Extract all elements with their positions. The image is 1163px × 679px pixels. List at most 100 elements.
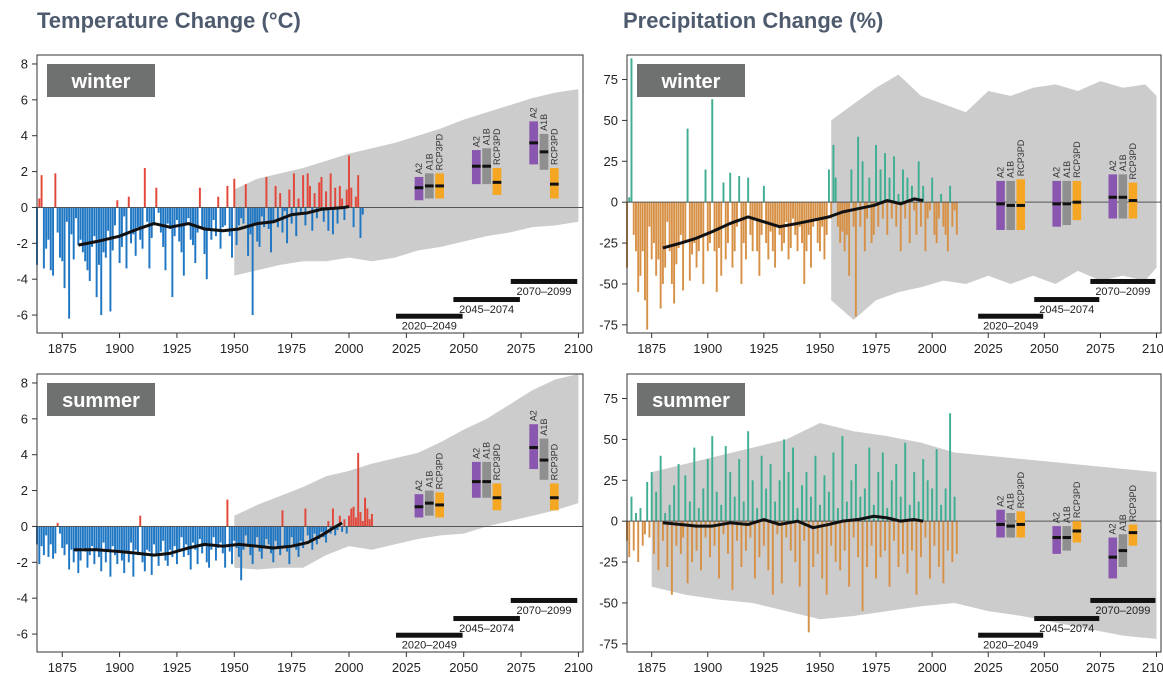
scenario-label: RCP3PD <box>1072 141 1082 178</box>
period-bar <box>1034 297 1100 303</box>
scenario-label: RCP3PD <box>1128 484 1138 521</box>
obs-bar <box>352 506 355 527</box>
obs-bar <box>872 504 875 522</box>
obs-bar <box>720 202 723 276</box>
obs-bar <box>311 526 314 550</box>
obs-bar <box>286 207 289 244</box>
obs-bar <box>751 480 754 522</box>
obs-bar <box>187 526 190 556</box>
obs-bar <box>758 521 761 558</box>
period-bar <box>1090 597 1156 603</box>
period-bar <box>978 632 1044 638</box>
obs-bar <box>118 526 121 552</box>
obs-bar <box>327 521 330 527</box>
obs-bar <box>706 202 709 252</box>
x-tick-label: 2050 <box>1030 660 1059 675</box>
obs-bar <box>937 521 940 567</box>
obs-bar <box>819 202 821 252</box>
obs-bar <box>93 207 96 237</box>
obs-bar <box>242 207 245 224</box>
obs-bar <box>646 202 649 330</box>
obs-bar <box>893 156 895 203</box>
obs-bar <box>924 202 927 252</box>
y-tick-label: 0 <box>611 195 618 210</box>
scenario-label: RCP3PD <box>549 443 559 480</box>
obs-bar <box>899 496 902 522</box>
obs-bar <box>879 169 882 203</box>
period-bar <box>396 632 463 638</box>
obs-bar <box>354 517 357 527</box>
scenario-label: A2 <box>1052 512 1062 523</box>
obs-bar <box>258 526 261 552</box>
obs-bar <box>263 526 266 548</box>
x-tick-label: 2075 <box>1086 341 1115 356</box>
obs-bar <box>313 526 316 534</box>
scenario-label: A1B <box>539 114 549 131</box>
obs-bar <box>742 202 745 244</box>
obs-bar <box>722 182 725 203</box>
obs-bar <box>111 207 114 251</box>
scenario-label: A1B <box>1118 514 1128 531</box>
obs-bar <box>38 198 41 208</box>
obs-bar <box>928 202 931 211</box>
temperature-title: Temperature Change (°C) <box>37 8 301 33</box>
obs-bar <box>148 207 151 269</box>
model-envelope <box>831 74 1157 320</box>
obs-bar <box>47 207 50 240</box>
obs-bar <box>789 521 792 551</box>
obs-bar <box>281 207 284 233</box>
obs-bar <box>341 198 344 208</box>
obs-bar <box>313 193 316 208</box>
obs-bar <box>684 475 687 522</box>
obs-bar <box>744 521 747 551</box>
obs-bar <box>767 521 770 571</box>
obs-bar <box>762 185 765 203</box>
obs-bar <box>747 177 750 203</box>
obs-bar <box>102 207 105 253</box>
smoothed-series-line <box>662 197 924 250</box>
obs-bar <box>677 202 680 248</box>
obs-bar <box>240 207 243 219</box>
obs-bar <box>709 521 711 558</box>
obs-bar <box>848 521 851 587</box>
y-tick-label: -2 <box>16 236 28 251</box>
scenario-box-a2 <box>471 461 481 498</box>
obs-bar <box>628 197 631 203</box>
x-tick-label: 1875 <box>48 660 77 675</box>
obs-bar <box>814 455 817 522</box>
period-bar <box>396 313 463 319</box>
obs-bar <box>792 447 794 522</box>
obs-bar <box>670 202 673 284</box>
obs-bar <box>341 526 344 532</box>
obs-bar <box>327 207 330 231</box>
obs-bar <box>212 526 215 538</box>
obs-bar <box>141 526 144 563</box>
obs-bar <box>848 202 851 276</box>
scenario-label: RCP3PD <box>1128 143 1138 180</box>
obs-bar <box>908 202 911 244</box>
obs-bar <box>309 185 311 208</box>
obs-bar <box>670 521 673 595</box>
obs-bar <box>350 187 353 208</box>
obs-bar <box>715 491 718 522</box>
obs-bar <box>361 521 364 527</box>
obs-bar <box>194 207 197 264</box>
obs-bar <box>260 207 263 217</box>
obs-bar <box>97 207 100 265</box>
obs-bar <box>345 526 348 534</box>
obs-bar <box>279 526 282 556</box>
obs-bar <box>904 442 907 522</box>
obs-bar <box>357 175 360 208</box>
obs-bar <box>733 496 736 522</box>
obs-bar <box>171 526 174 557</box>
obs-bar <box>827 169 830 203</box>
period-label: 2020–2049 <box>402 321 457 333</box>
y-tick-label: -50 <box>599 276 618 291</box>
y-tick-label: 50 <box>604 113 618 128</box>
obs-bar <box>682 521 685 538</box>
x-tick-label: 1950 <box>805 660 834 675</box>
obs-bar <box>247 207 250 256</box>
obs-bar <box>919 521 922 558</box>
obs-bar <box>173 526 176 547</box>
obs-bar <box>897 521 900 567</box>
